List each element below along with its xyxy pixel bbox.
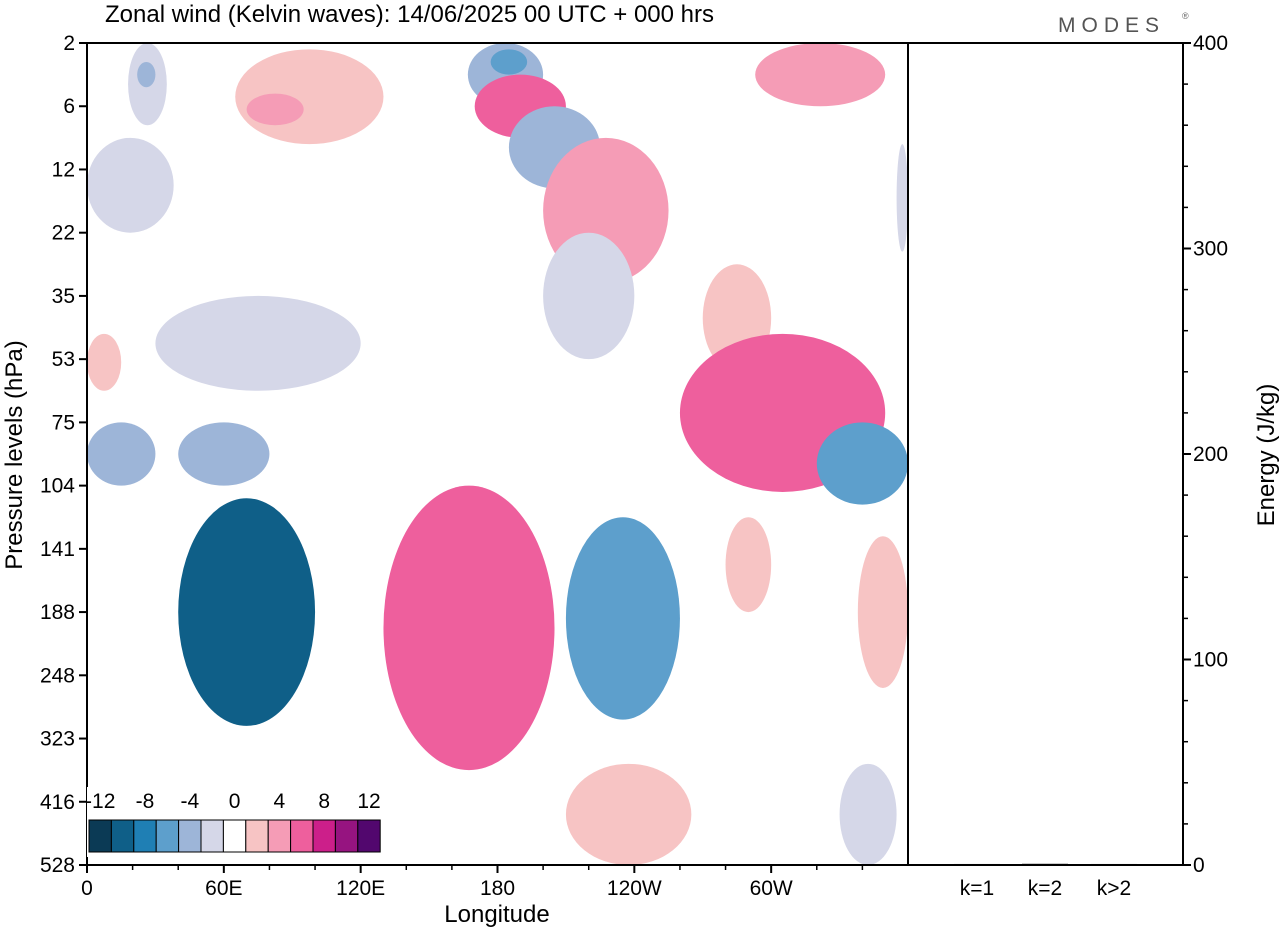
y-tick-label: 6 <box>63 95 75 118</box>
colorbar: -12 -8 -4 0 4 8 12 <box>85 787 383 857</box>
y-tick-label: 35 <box>52 285 75 308</box>
x-axis-label: Longitude <box>444 901 549 928</box>
energy-category-label: k=2 <box>1028 877 1062 900</box>
y-tick-label: 416 <box>40 791 75 814</box>
wind-anomaly-region <box>87 137 174 233</box>
x-tick-label: 120E <box>336 877 385 900</box>
wind-anomaly-region <box>490 49 528 75</box>
wind-anomaly-region <box>235 49 384 145</box>
wind-anomaly-region <box>87 333 122 391</box>
wind-anomaly-region <box>565 763 692 866</box>
colorbar-label: -4 <box>180 790 199 813</box>
energy-bar-chart: k=1 k=2 k>2 <box>954 863 1137 900</box>
energy-axis-label: Energy (J/kg) <box>1253 384 1280 527</box>
chart-title: Zonal wind (Kelvin waves): 14/06/2025 00… <box>105 1 714 28</box>
colorbar-cell <box>200 819 224 853</box>
wind-anomaly-region <box>137 61 156 88</box>
wind-anomaly-region <box>565 517 680 720</box>
wind-anomaly-region <box>178 422 270 486</box>
colorbar-cell <box>133 819 157 853</box>
colorbar-cell <box>88 819 112 853</box>
y-tick-label: 528 <box>40 854 75 877</box>
y-tick-label: 53 <box>52 348 75 371</box>
y-axis-label: Pressure levels (hPa) <box>1 340 28 569</box>
y-tick-label: 2 <box>63 32 75 55</box>
energy-category-label: k>2 <box>1097 877 1131 900</box>
wind-anomaly-region <box>246 93 304 126</box>
y-tick-label: 104 <box>40 475 75 498</box>
energy-tick-label: 400 <box>1193 32 1228 55</box>
colorbar-label: 4 <box>274 790 286 813</box>
wind-anomaly-region <box>383 485 555 771</box>
energy-tick-label: 200 <box>1193 443 1228 466</box>
y-tick-label: 248 <box>40 664 75 687</box>
wind-anomaly-region <box>87 422 156 486</box>
colorbar-cell <box>245 819 269 853</box>
colorbar-label: -12 <box>85 790 115 813</box>
registered-mark: ® <box>1182 11 1189 21</box>
x-tick-label: 180 <box>480 877 515 900</box>
energy-tick-label: 100 <box>1193 649 1228 672</box>
x-tick-label: 60E <box>205 877 242 900</box>
modes-logo: MODES <box>1058 14 1165 37</box>
colorbar-cell <box>312 819 336 853</box>
colorbar-label: 12 <box>357 790 380 813</box>
y-tick-label: 22 <box>52 222 75 245</box>
wind-anomaly-region <box>857 536 908 688</box>
colorbar-cell <box>110 819 135 853</box>
colorbar-cell <box>178 819 202 853</box>
wind-anomaly-region <box>896 144 908 252</box>
zonal-wind-heatmap <box>87 43 909 866</box>
colorbar-cell <box>290 819 314 853</box>
colorbar-label: -8 <box>136 790 155 813</box>
y-tick-label: 188 <box>40 601 75 624</box>
y-tick-label: 75 <box>52 411 75 434</box>
colorbar-cell <box>222 819 247 853</box>
x-tick-label: 60W <box>750 877 793 900</box>
wind-anomaly-region <box>839 763 897 866</box>
wind-anomaly-region <box>178 498 316 726</box>
energy-tick-label: 300 <box>1193 238 1228 261</box>
y-tick-label: 12 <box>52 158 75 181</box>
wind-anomaly-region <box>155 295 361 391</box>
energy-tick-label: 0 <box>1193 854 1205 877</box>
colorbar-cell <box>267 819 292 853</box>
wind-anomaly-region <box>755 43 886 107</box>
colorbar-label: 8 <box>318 790 330 813</box>
wind-anomaly-region <box>816 422 909 505</box>
x-tick-label: 120W <box>607 877 662 900</box>
y-tick-label: 323 <box>40 728 75 751</box>
energy-category-label: k=1 <box>960 877 994 900</box>
colorbar-cell <box>155 819 180 853</box>
wind-anomaly-region <box>543 232 635 360</box>
y-tick-label: 141 <box>40 538 75 561</box>
colorbar-cell <box>334 819 359 853</box>
x-tick-label: 0 <box>81 877 93 900</box>
colorbar-cell <box>357 819 381 853</box>
wind-anomaly-region <box>725 517 772 613</box>
colorbar-label: 0 <box>229 790 241 813</box>
